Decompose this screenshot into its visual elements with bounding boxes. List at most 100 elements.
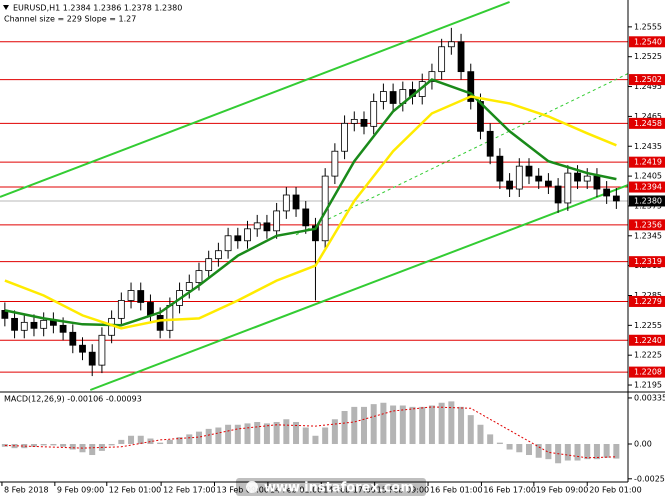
candle-body xyxy=(292,194,300,210)
macd-bar xyxy=(322,427,329,445)
macd-bar xyxy=(234,424,241,445)
candle-body xyxy=(564,172,572,204)
level-label: 1.2502 xyxy=(634,75,662,84)
candle-body xyxy=(127,290,135,301)
candle-body xyxy=(69,331,77,346)
macd-bar xyxy=(438,402,445,445)
candle-body xyxy=(98,334,106,366)
y-tick-label: 1.2555 xyxy=(634,22,662,31)
candle-body xyxy=(457,41,465,73)
candle-body xyxy=(603,188,611,197)
x-tick-label: 16 Feb 17:00 xyxy=(483,486,535,495)
candle-body xyxy=(185,282,193,291)
watermark-bg xyxy=(236,478,426,496)
level-label-box xyxy=(629,74,665,86)
macd-bar xyxy=(137,435,144,445)
macd-bar xyxy=(195,431,202,445)
candle-body xyxy=(612,195,620,202)
candle-body xyxy=(244,228,251,242)
macd-bar xyxy=(263,423,270,445)
x-tick-label: 13 Feb 09:00 xyxy=(217,486,269,495)
macd-bar xyxy=(428,405,435,445)
candle-body xyxy=(331,150,339,177)
candle-body xyxy=(467,71,475,102)
y-tick-label: 1.2195 xyxy=(634,381,662,390)
macd-bar xyxy=(603,444,610,458)
candle-body xyxy=(117,300,125,319)
candle-body xyxy=(360,118,368,127)
macd-bar xyxy=(166,439,173,445)
macd-bar xyxy=(205,428,212,445)
macd-bar xyxy=(516,444,523,453)
signal-line xyxy=(4,406,617,459)
candle-body xyxy=(389,91,397,104)
macd-bar xyxy=(458,406,465,445)
macd-bar xyxy=(448,401,455,445)
watermark: www.instaforex.com xyxy=(236,478,426,496)
macd-bar xyxy=(584,444,591,460)
macd-bar xyxy=(390,405,397,445)
macd-bar xyxy=(525,444,532,456)
candle-body xyxy=(341,122,348,152)
candle-body xyxy=(282,194,290,212)
candle-body xyxy=(263,222,271,232)
candle-body xyxy=(30,321,38,329)
candle-body xyxy=(535,175,543,182)
macd-bar xyxy=(506,444,513,450)
candle-body xyxy=(496,155,504,182)
candle-body xyxy=(583,175,591,182)
y-tick-label: 1.2495 xyxy=(634,82,662,91)
macd-bar xyxy=(293,422,300,445)
watermark-logo xyxy=(246,481,258,493)
macd-bar xyxy=(496,442,503,445)
macd-bar xyxy=(1,444,8,447)
level-label-box xyxy=(629,219,665,231)
macd-bar xyxy=(186,434,193,445)
x-tick-label: 14 Feb 01:00 xyxy=(270,486,322,495)
y-tick-label: 0.00 xyxy=(634,440,652,449)
macd-bar xyxy=(40,444,47,446)
level-label-box xyxy=(629,295,665,307)
macd-bar xyxy=(409,406,416,445)
macd-bar xyxy=(360,406,367,445)
y-tick-label: 0.00335 xyxy=(634,393,665,402)
x-tick-label: 12 Feb 17:00 xyxy=(163,486,215,495)
candle-body xyxy=(370,101,378,127)
macd-bar xyxy=(128,435,135,445)
level-label: 1.2240 xyxy=(634,336,662,345)
macd-bar xyxy=(254,422,261,445)
macd-bar xyxy=(244,423,251,445)
moving-average xyxy=(4,95,617,330)
channel-line xyxy=(0,1,510,198)
macd-bar xyxy=(487,434,494,445)
level-label: 1.2356 xyxy=(634,220,662,229)
level-label: 1.2279 xyxy=(634,297,662,306)
candle-body xyxy=(302,208,310,227)
y-tick-label: 1.2345 xyxy=(634,231,662,240)
level-label: 1.2319 xyxy=(634,257,662,266)
macd-bar xyxy=(30,444,37,447)
candle-body xyxy=(1,310,9,319)
macd-bar xyxy=(118,439,125,445)
candle-body xyxy=(447,41,455,48)
macd-bar xyxy=(283,419,290,445)
level-label-box xyxy=(629,366,665,378)
candle-body xyxy=(11,317,18,331)
candle-body xyxy=(312,225,319,242)
macd-bar xyxy=(535,444,542,458)
y-tick-label: 1.2225 xyxy=(634,351,662,360)
candle-body xyxy=(195,270,203,283)
y-tick-label: 1.2255 xyxy=(634,321,662,330)
candle-body xyxy=(166,305,174,331)
macd-bar xyxy=(370,404,377,445)
last-price-box xyxy=(629,195,665,207)
x-tick-label: 19 Feb 09:00 xyxy=(536,486,588,495)
y-tick-label: 1.2405 xyxy=(634,172,662,181)
candle-body xyxy=(205,258,213,272)
level-label-box xyxy=(629,117,665,129)
candle-body xyxy=(253,222,261,230)
level-label-box xyxy=(629,334,665,346)
candle-body xyxy=(525,165,533,177)
